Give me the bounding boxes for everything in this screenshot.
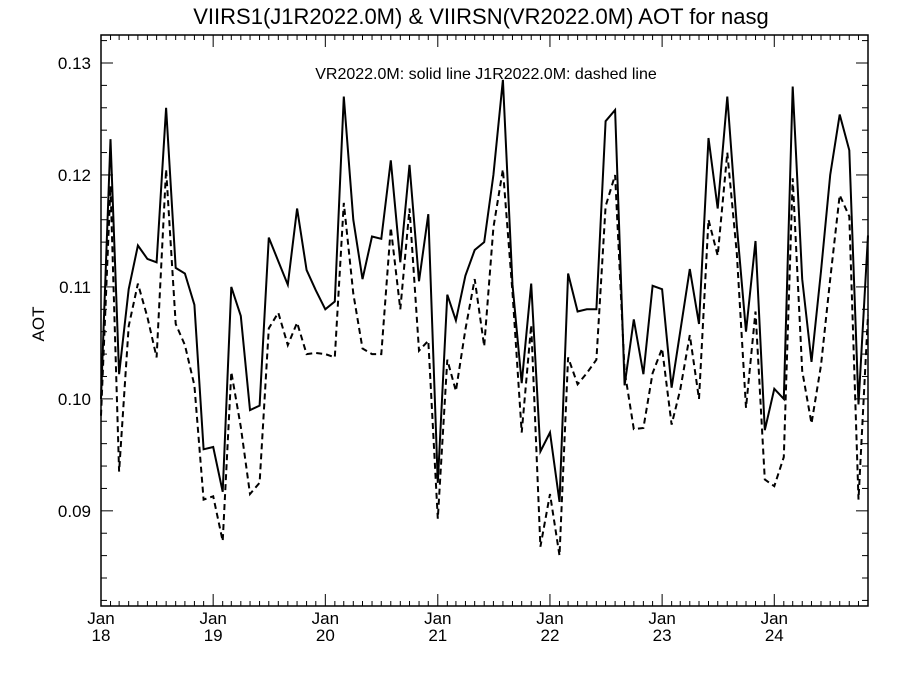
x-tick-label-month: Jan [87, 609, 114, 628]
x-tick-label-month: Jan [761, 609, 788, 628]
chart-title: VIIRS1(J1R2022.0M) & VIIRSN(VR2022.0M) A… [193, 4, 769, 29]
y-tick-label: 0.09 [58, 502, 91, 521]
y-tick-label: 0.10 [58, 390, 91, 409]
x-tick-label-year: 24 [765, 626, 784, 645]
x-tick-label-year: 23 [653, 626, 672, 645]
x-tick-label-month: Jan [536, 609, 563, 628]
series-style-note: VR2022.0M: solid line J1R2022.0M: dashed… [315, 66, 657, 83]
x-tick-label-month: Jan [648, 609, 675, 628]
chart-marks: 0.090.100.110.120.13Jan18Jan19Jan20Jan21… [58, 35, 869, 645]
x-tick-label-year: 20 [316, 626, 335, 645]
x-tick-label-month: Jan [199, 609, 226, 628]
y-axis-label: AOT [29, 307, 48, 342]
y-tick-label: 0.12 [58, 166, 91, 185]
x-tick-label-month: Jan [424, 609, 451, 628]
dashed-series-line [100, 152, 869, 556]
solid-series-line [100, 79, 869, 503]
x-tick-label-year: 18 [92, 626, 111, 645]
x-tick-label-year: 21 [428, 626, 447, 645]
y-tick-label: 0.13 [58, 54, 91, 73]
x-tick-label-month: Jan [312, 609, 339, 628]
y-tick-label: 0.11 [59, 278, 91, 297]
plot-frame [100, 34, 869, 607]
x-tick-label-year: 22 [540, 626, 559, 645]
x-tick-label-year: 19 [204, 626, 223, 645]
